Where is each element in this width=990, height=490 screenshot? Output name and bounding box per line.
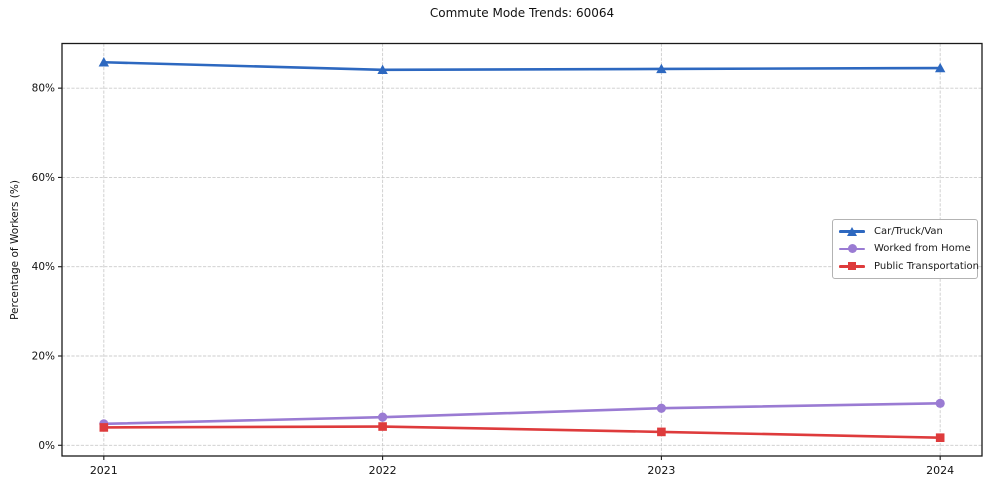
series-line-public-transportation bbox=[102, 425, 942, 439]
legend-item-worked-from-home: Worked from Home bbox=[839, 240, 973, 257]
data-point-square-public-transportation bbox=[99, 423, 109, 432]
y-tick-label: 60% bbox=[32, 172, 55, 184]
series-line-car-truck-van bbox=[102, 60, 942, 72]
data-point-circle-worked-from-home bbox=[935, 398, 945, 408]
x-tick-label: 2023 bbox=[647, 464, 675, 477]
legend: Car/Truck/Van Worked from Home Public Tr… bbox=[832, 219, 979, 279]
y-tick-label: 80% bbox=[32, 83, 55, 95]
series-line-worked-from-home bbox=[102, 402, 942, 426]
data-point-square-public-transportation bbox=[378, 422, 387, 431]
legend-label-worked-from-home: Worked from Home bbox=[874, 243, 971, 255]
car-truck-van-line-marker-icon bbox=[839, 226, 865, 238]
data-point-circle-worked-from-home bbox=[656, 403, 666, 413]
data-point-circle-worked-from-home bbox=[378, 412, 388, 422]
legend-item-public-transportation: Public Transportation bbox=[839, 258, 979, 275]
data-point-square-public-transportation bbox=[935, 433, 945, 442]
data-point-triangle-car-truck-van bbox=[377, 64, 388, 75]
axes-frame bbox=[61, 42, 983, 457]
x-tick-label: 2022 bbox=[369, 464, 397, 477]
x-tick-label: 2021 bbox=[90, 464, 118, 477]
worked-from-home-line-marker-icon bbox=[839, 243, 865, 255]
data-point-triangle-car-truck-van bbox=[934, 62, 946, 73]
chart-title: Commute Mode Trends: 60064 bbox=[429, 6, 615, 20]
legend-item-car-truck-van: Car/Truck/Van bbox=[839, 223, 973, 240]
data-point-triangle-car-truck-van bbox=[98, 57, 110, 67]
legend-label-public-transportation: Public Transportation bbox=[874, 260, 979, 272]
data-point-square-public-transportation bbox=[657, 427, 666, 437]
y-tick-label: 0% bbox=[38, 440, 55, 452]
y-tick-label: 40% bbox=[32, 261, 55, 273]
public-transportation-line-marker-icon bbox=[839, 260, 865, 272]
legend-label-car-truck-van: Car/Truck/Van bbox=[874, 226, 943, 238]
y-tick-label: 20% bbox=[32, 351, 55, 363]
data-point-triangle-car-truck-van bbox=[656, 63, 667, 74]
x-tick-label: 2024 bbox=[926, 464, 954, 477]
